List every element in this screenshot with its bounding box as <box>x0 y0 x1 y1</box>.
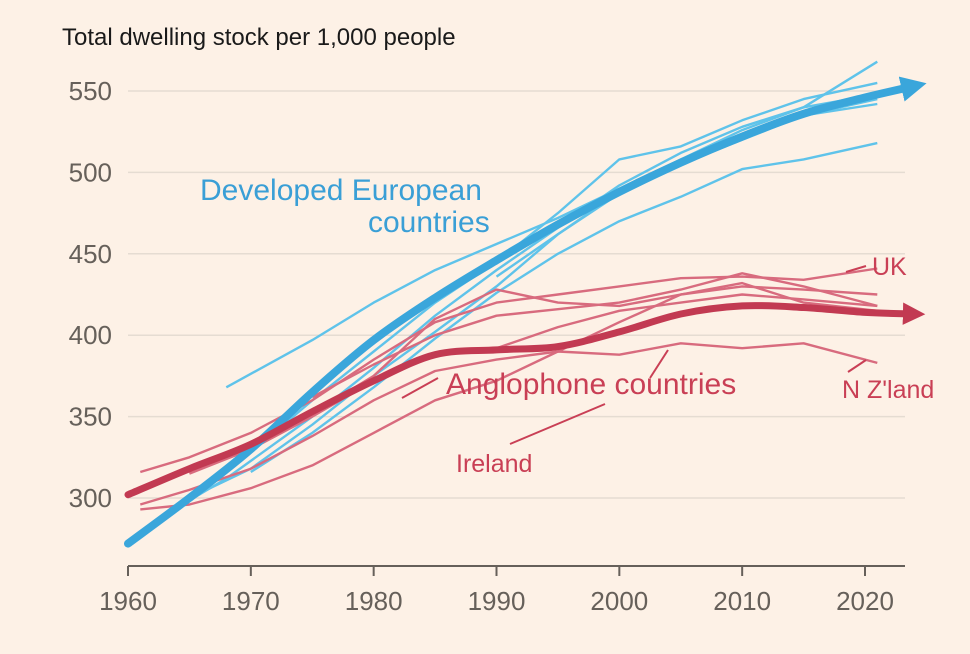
annotation-uk: UK <box>872 253 907 281</box>
country-line-anglophone-11 <box>311 272 878 399</box>
x-tick-label-1970: 1970 <box>222 586 280 616</box>
annotation-anglophone: Anglophone countries <box>446 368 736 401</box>
country-line-europe-0 <box>225 60 878 389</box>
country-line-n-z-land <box>139 342 878 506</box>
y-tick-label-400: 400 <box>69 320 112 350</box>
x-tick-label-1980: 1980 <box>345 586 403 616</box>
y-tick-label-550: 550 <box>69 76 112 106</box>
y-tick-label-350: 350 <box>69 402 112 432</box>
anglophone-label-leader-right <box>649 349 669 379</box>
annotation-ireland: Ireland <box>456 450 532 478</box>
annotation-nz: N Z'land <box>842 376 934 404</box>
country-lines <box>139 60 878 535</box>
anglophone-label-leader-left <box>401 377 439 399</box>
y-tick-label-300: 300 <box>69 483 112 513</box>
x-tick-label-2010: 2010 <box>713 586 771 616</box>
x-tick-label-1990: 1990 <box>468 586 526 616</box>
gridlines <box>128 90 905 499</box>
country-line-anglophone-10 <box>188 293 878 475</box>
x-tick-label-1960: 1960 <box>99 586 157 616</box>
chart-title: Total dwelling stock per 1,000 people <box>62 24 456 51</box>
x-tick-label-2020: 2020 <box>836 586 894 616</box>
country-line-europe-2 <box>151 93 878 524</box>
annotation-europe-line1: Developed European <box>200 174 482 207</box>
y-axis-ticks: 300 350 400 450 500 550 <box>69 76 112 513</box>
y-tick-label-500: 500 <box>69 157 112 187</box>
country-line-europe-5 <box>495 97 878 278</box>
y-tick-label-450: 450 <box>69 239 112 269</box>
x-tick-label-2000: 2000 <box>590 586 648 616</box>
ireland-label-leader <box>509 403 606 445</box>
country-line-ireland <box>140 281 878 511</box>
nz-label-leader <box>847 359 867 373</box>
uk-label-leader <box>845 265 867 273</box>
trend-lines <box>124 76 927 548</box>
country-line-uk <box>139 267 878 474</box>
annotations: Developed European countries Anglophone … <box>200 174 934 478</box>
trend-line-anglophone <box>124 302 926 499</box>
country-line-europe-4 <box>250 141 878 474</box>
x-axis: 1960 1970 1980 1990 2000 2010 2020 <box>99 565 905 616</box>
annotation-europe-line2: countries <box>368 206 490 239</box>
